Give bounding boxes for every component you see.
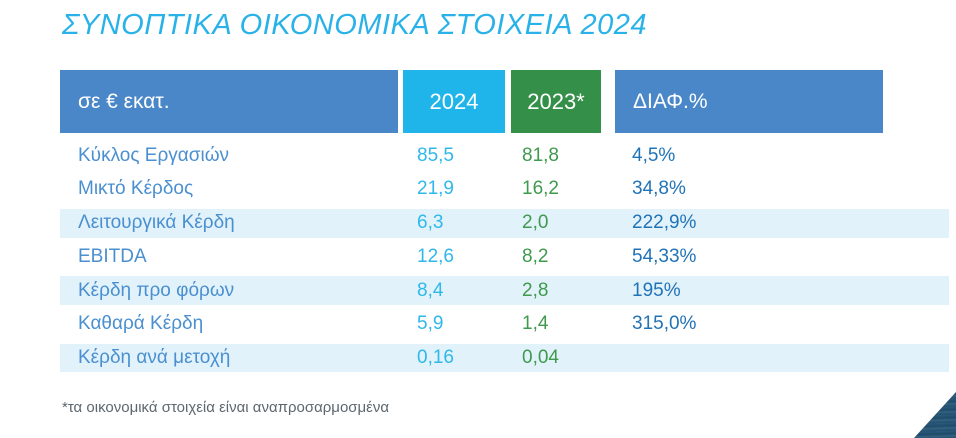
value-2024: 21,9 bbox=[417, 178, 454, 200]
row-label: Κέρδη προ φόρων bbox=[78, 279, 235, 301]
row-label: Καθαρά Κέρδη bbox=[78, 312, 204, 334]
value-diff: 4,5% bbox=[632, 144, 676, 166]
value-diff: 34,8% bbox=[632, 178, 686, 200]
value-diff: 54,33% bbox=[632, 245, 697, 267]
value-diff: 222,9% bbox=[632, 212, 697, 234]
value-2024: 12,6 bbox=[417, 245, 454, 267]
value-2024: 8,4 bbox=[417, 279, 444, 301]
value-diff: 315,0% bbox=[632, 312, 697, 334]
row-label: Λειτουργικά Κέρδη bbox=[78, 212, 235, 234]
value-2023: 81,8 bbox=[522, 144, 559, 166]
table-body: Κύκλος Εργασιών 85,5 81,8 4,5% Μικτό Κέρ… bbox=[60, 139, 949, 375]
value-2024: 5,9 bbox=[417, 312, 444, 334]
footnote: *τα οικονομικά στοιχεία είναι αναπροσαρμ… bbox=[62, 399, 390, 416]
table-row: EBITDA 12,6 8,2 54,33% bbox=[60, 240, 949, 274]
table-row: Λειτουργικά Κέρδη 6,3 2,0 222,9% bbox=[60, 206, 949, 240]
value-diff: 195% bbox=[632, 279, 681, 301]
table-row: Μικτό Κέρδος 21,9 16,2 34,8% bbox=[60, 173, 949, 207]
page-title: ΣΥΝΟΠΤΙΚΑ ΟΙΚΟΝΟΜΙΚΑ ΣΤΟΙΧΕΙΑ 2024 bbox=[62, 9, 647, 41]
corner-triangle-graphic bbox=[914, 392, 956, 438]
value-2023: 2,0 bbox=[522, 212, 549, 234]
header-cell-unit: σε € εκατ. bbox=[60, 70, 398, 133]
table-row: Κέρδη προ φόρων 8,4 2,8 195% bbox=[60, 273, 949, 307]
value-2023: 8,2 bbox=[522, 245, 549, 267]
value-2023: 2,8 bbox=[522, 279, 549, 301]
row-label: Μικτό Κέρδος bbox=[78, 178, 194, 200]
value-2023: 16,2 bbox=[522, 178, 559, 200]
value-2024: 85,5 bbox=[417, 144, 454, 166]
header-cell-2024: 2024 bbox=[403, 70, 505, 133]
value-2023: 0,04 bbox=[522, 346, 559, 368]
header-cell-2023: 2023* bbox=[511, 70, 601, 133]
value-2024: 6,3 bbox=[417, 212, 444, 234]
table-row: Κέρδη ανά μετοχή 0,16 0,04 bbox=[60, 340, 949, 375]
table-row: Κύκλος Εργασιών 85,5 81,8 4,5% bbox=[60, 139, 949, 173]
row-label: EBITDA bbox=[78, 245, 147, 267]
row-label: Κύκλος Εργασιών bbox=[78, 144, 230, 166]
row-label: Κέρδη ανά μετοχή bbox=[78, 346, 231, 368]
table-row: Καθαρά Κέρδη 5,9 1,4 315,0% bbox=[60, 307, 949, 341]
table-header-row: σε € εκατ. 2024 2023* ΔΙΑΦ.% bbox=[60, 70, 883, 133]
value-2024: 0,16 bbox=[417, 346, 454, 368]
value-2023: 1,4 bbox=[522, 312, 549, 334]
header-cell-diff: ΔΙΑΦ.% bbox=[615, 70, 883, 133]
